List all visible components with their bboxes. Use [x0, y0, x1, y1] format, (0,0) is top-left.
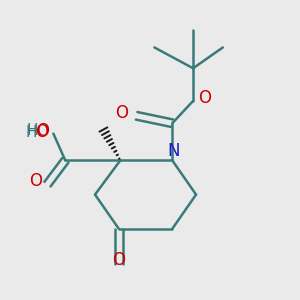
Text: O: O [115, 104, 128, 122]
Text: N: N [167, 142, 180, 160]
Text: H: H [27, 123, 38, 138]
Text: O: O [199, 89, 212, 107]
Text: O: O [112, 251, 125, 269]
Text: O: O [29, 172, 42, 190]
Text: H: H [26, 125, 37, 140]
Text: O: O [37, 122, 50, 140]
Text: O: O [35, 123, 48, 141]
